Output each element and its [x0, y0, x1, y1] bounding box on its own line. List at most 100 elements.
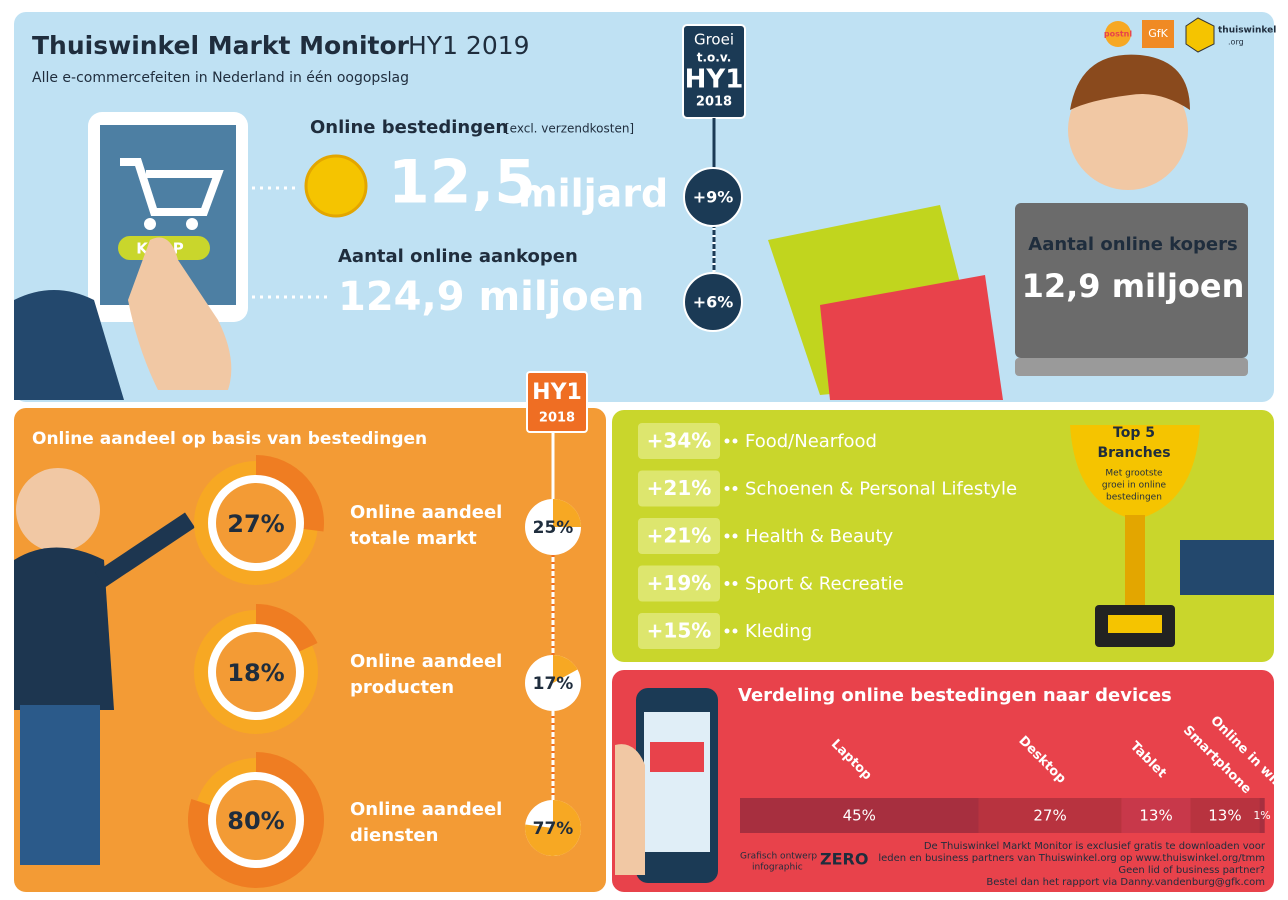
prev-label: 17%: [533, 674, 574, 694]
laptop-base: [1015, 358, 1248, 376]
jacket: [14, 547, 114, 710]
device-value: 13%: [1139, 807, 1172, 825]
title: Thuiswinkel Markt Monitor: [32, 31, 410, 60]
jeans: [20, 705, 100, 865]
trophy-title: Top 5: [1113, 425, 1155, 441]
trophy: [1125, 515, 1145, 605]
trophy-sub: bestedingen: [1106, 493, 1162, 503]
footer-note: Bestel dan het rapport via Danny.vandenb…: [986, 877, 1265, 888]
unit: miljard: [518, 172, 668, 216]
prev-slice: [525, 800, 581, 856]
prev-slice: [553, 499, 581, 527]
panel-title: Verdeling online bestedingen naar device…: [738, 685, 1172, 706]
device-bar: [978, 798, 1122, 833]
dot: [732, 628, 738, 634]
badge-text: HY1: [685, 65, 744, 95]
sleeve: [14, 290, 124, 400]
cart-icon: [144, 218, 156, 230]
hair: [1070, 54, 1190, 110]
trophy-sub: groei in online: [1102, 481, 1167, 491]
trophy-plate: [1108, 615, 1162, 633]
device-value: 45%: [843, 807, 876, 825]
device-bar: [740, 798, 979, 833]
share-label: Online aandeel: [350, 799, 502, 820]
growth: +9%: [693, 188, 734, 207]
hand: [615, 744, 645, 875]
cart-icon: [120, 158, 224, 216]
branch-growth: +34%: [647, 429, 712, 453]
badge-text: 2018: [539, 411, 575, 426]
share-label: Online aandeel: [350, 651, 502, 672]
branch-growth: +21%: [647, 524, 712, 548]
growth-box: [638, 470, 720, 507]
label: Aantal online aankopen: [338, 246, 578, 267]
donut-label: 80%: [227, 807, 284, 835]
dot: [724, 486, 730, 491]
hand: [128, 237, 232, 390]
hy-badge: [526, 371, 588, 433]
trophy-sub: Met grootste: [1105, 469, 1163, 479]
badge-text: t.o.v.: [697, 51, 732, 65]
footer-note: Geen lid of business partner?: [1118, 865, 1265, 876]
prev-slice: [553, 655, 578, 683]
coin: [304, 154, 368, 218]
donut-label: 27%: [227, 510, 284, 538]
device-bar: [1190, 798, 1260, 833]
badge-text: HY1: [532, 380, 582, 405]
share-label: diensten: [350, 825, 438, 846]
title-suffix: HY1 2019: [408, 31, 530, 60]
donut-center: [216, 483, 296, 563]
donut-center: [216, 780, 296, 860]
growth-box: [638, 423, 720, 459]
credit: infographic: [752, 863, 803, 873]
branch-growth: +15%: [647, 619, 712, 643]
panel-title: Online aandeel op basis van bestedingen: [32, 429, 427, 449]
dot: [724, 628, 730, 634]
dot: [732, 438, 738, 444]
device-value: 27%: [1033, 807, 1066, 825]
prev-label: 25%: [533, 518, 574, 538]
note: [excl. verzendkosten]: [505, 122, 634, 136]
donut-center: [216, 632, 296, 712]
device-bar: [1259, 798, 1265, 833]
credit: Grafisch ontwerp: [740, 852, 817, 862]
dot: [724, 581, 730, 586]
trophy-title: Branches: [1097, 445, 1170, 461]
dot: [732, 533, 738, 539]
label: Online bestedingen: [310, 117, 508, 138]
logo-shape: [1142, 20, 1174, 48]
device-value: 1%: [1253, 809, 1270, 822]
growth-box: [638, 518, 720, 554]
devices-panel: [612, 670, 1274, 892]
footer-note: De Thuiswinkel Markt Monitor is exclusie…: [924, 841, 1266, 852]
share-label: Online aandeel: [350, 502, 502, 523]
device-bar: [1121, 798, 1191, 833]
growth-box: [638, 565, 720, 602]
sleeve: [1180, 540, 1274, 595]
share-label: totale markt: [350, 528, 477, 549]
branch-name: Kleding: [745, 621, 812, 642]
big-value: 12,9 miljoen: [1022, 267, 1245, 305]
big-value: 124,9 miljoen: [338, 274, 644, 320]
logo: thuiswinkel: [1218, 26, 1276, 36]
branch-name: Sport & Recreatie: [745, 574, 904, 595]
device-value: 13%: [1208, 807, 1241, 825]
logo: GfK: [1148, 27, 1168, 40]
growth: +6%: [693, 293, 734, 312]
growth-circle: [683, 167, 743, 227]
branch-name: Food/Nearfood: [745, 431, 877, 452]
big-value: 12,5: [388, 148, 536, 218]
laptop: [1015, 203, 1248, 358]
label: Aantal online kopers: [1028, 234, 1237, 255]
badge-text: Groei: [694, 31, 734, 49]
subtitle: Alle e-commercefeiten in Nederland in éé…: [32, 70, 409, 86]
trophy: [1070, 425, 1200, 520]
logo: postnl: [1104, 30, 1133, 39]
phone-ui: [650, 742, 704, 772]
logo-shape: [1105, 21, 1131, 47]
growth-circle: [683, 272, 743, 332]
growth-box: [638, 613, 720, 649]
bag: [820, 275, 1003, 400]
footer-note: leden en business partners van Thuiswink…: [878, 853, 1265, 864]
dot: [724, 533, 730, 539]
